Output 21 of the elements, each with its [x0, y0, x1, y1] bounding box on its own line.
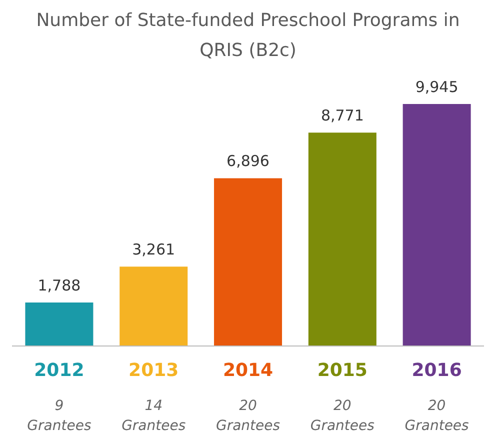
text: 20 Grantees — [310, 398, 374, 434]
bar — [120, 266, 188, 346]
text: 9 Grantees — [27, 398, 92, 434]
x-tick-label: 2012 — [34, 360, 84, 381]
bar — [402, 104, 471, 346]
data-label: 9,945 — [415, 78, 458, 96]
data-label: 3,261 — [132, 240, 176, 259]
text: 20 Grantees — [404, 398, 469, 434]
chart-title: Number of State-funded Preschool Programs in QRIS (B2c) — [35, 9, 461, 63]
bar — [25, 302, 94, 346]
text: 14 Grantees — [122, 398, 186, 434]
bar — [214, 178, 282, 346]
bar — [308, 132, 376, 346]
x-tick-label: 2016 — [412, 360, 462, 381]
data-label: 6,896 — [226, 152, 270, 170]
x-tick-label: 2013 — [128, 360, 179, 381]
x-tick-label: 2015 — [317, 360, 368, 381]
data-label: 8,771 — [320, 106, 364, 125]
x-tick-label: 2014 — [222, 360, 274, 381]
data-label: 1,788 — [38, 276, 81, 294]
text: 20 Grantees — [216, 398, 280, 434]
